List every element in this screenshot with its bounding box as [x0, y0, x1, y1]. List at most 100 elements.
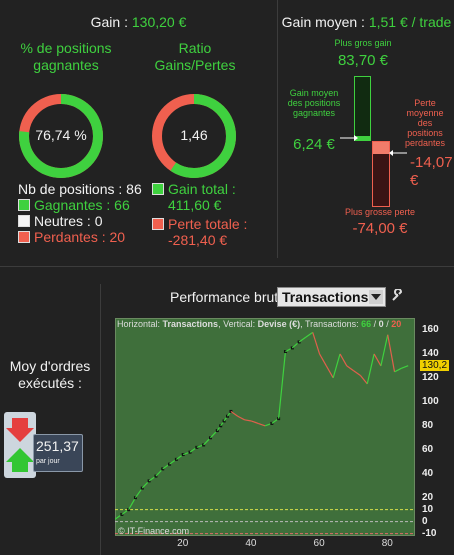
series-segment	[230, 410, 239, 417]
orders-value-card: 251,37 par jour	[33, 434, 83, 472]
loss-bar	[372, 141, 390, 207]
series-segment	[319, 353, 327, 367]
gagnantes-label: Gagnantes : 66	[34, 197, 130, 213]
gagnantes-row: Gagnantes : 66	[18, 197, 130, 213]
series-segment	[237, 415, 245, 421]
loss-pointer-arrow	[389, 150, 407, 156]
orders-value: 251,37	[36, 438, 79, 454]
gain-pointer-arrow	[340, 135, 358, 141]
y-tick-label: 100	[422, 395, 439, 407]
series-segment	[346, 365, 354, 372]
series-segment	[278, 351, 287, 419]
gain-header: Gain : 130,20 €	[0, 14, 277, 30]
neutres-row: Neutres : 0	[18, 213, 102, 229]
ratio-donut	[152, 94, 236, 178]
orders-card-back	[4, 412, 36, 478]
legend-t-win: 66	[361, 319, 372, 329]
gain-moyen-header: Gain moyen : 1,51 € / trade	[279, 14, 454, 30]
chart-legend: Horizontal: Transactions, Vertical: Devi…	[117, 319, 401, 329]
pct-donut-win-arc	[19, 94, 103, 178]
legend-h-value: Transactions	[162, 319, 219, 329]
chart-watermark: © IT-Finance.com	[118, 526, 190, 536]
series-segment	[401, 365, 409, 369]
ratio-value: 1,46	[180, 127, 208, 143]
x-tick-label: 60	[313, 538, 325, 549]
series-segment	[134, 487, 143, 499]
series-segment	[366, 353, 375, 385]
y-tick-label: 80	[422, 419, 434, 431]
series-segment	[332, 353, 341, 379]
series-segment	[298, 336, 307, 343]
data-point	[154, 474, 158, 478]
gain-total: Gain total : 411,60 €	[152, 181, 236, 213]
series-segment	[325, 365, 334, 379]
data-point	[277, 417, 281, 421]
perte-totale-value: -281,40 €	[168, 232, 228, 248]
data-point	[215, 429, 219, 433]
y-tick-label: 140	[422, 347, 439, 359]
neutres-label: Neutres : 0	[34, 213, 103, 229]
data-point	[120, 512, 124, 516]
series-segment	[251, 420, 259, 424]
perte-moyenne-label: Perte moyenne des positions perdantes	[404, 98, 446, 148]
perte-totale-swatch	[152, 218, 164, 230]
legend-t-label: , Transactions:	[300, 319, 362, 329]
gain-total-value: 411,60 €	[168, 197, 222, 213]
perdantes-row: Perdantes : 20	[18, 229, 125, 245]
plus-gros-gain-value: 83,70 €	[337, 52, 389, 69]
data-point	[195, 445, 199, 449]
gain-avg-marker	[355, 136, 370, 140]
series-segment	[373, 353, 382, 367]
ratio-title: Ratio Gains/Pertes	[154, 40, 236, 73]
moy-ordres-label: Moy d'ordres exécutés :	[9, 358, 91, 391]
pct-title: % de positions gagnantes	[20, 40, 112, 73]
y-tick-label: 160	[422, 323, 439, 335]
legend-t-sep2: /	[383, 319, 392, 329]
series-segment	[359, 375, 368, 385]
ratio-donut-win-arc	[152, 94, 236, 178]
transactions-select-value: Transactions	[282, 289, 369, 305]
win-swatch	[18, 199, 30, 211]
gain-moyen-positions-label: Gain moyen des positions gagnantes	[287, 88, 341, 118]
plus-grosse-perte-value: -74,00 €	[352, 220, 408, 237]
orders-arrows-icon	[6, 418, 34, 472]
plus-grosse-perte-label: Plus grosse perte	[344, 207, 416, 217]
wrench-icon[interactable]	[390, 289, 404, 303]
nb-positions: Nb de positions : 86	[18, 181, 142, 197]
y-tick-label: 20	[422, 491, 434, 503]
series-segment	[305, 331, 314, 338]
legend-t-sep1: /	[371, 319, 379, 329]
current-value-label: 130,2	[420, 360, 450, 371]
series-segment	[387, 334, 396, 373]
gain-moyen-value: 1,51 € / trade	[368, 14, 452, 30]
chevron-down-icon[interactable]	[369, 290, 383, 304]
series-segment	[394, 367, 402, 373]
x-tick-label: 80	[381, 538, 393, 549]
y-tick-label: 0	[422, 515, 428, 527]
perte-moyenne-value: -14,07 €	[410, 154, 453, 189]
data-point	[226, 414, 229, 418]
chart-area[interactable]	[115, 318, 415, 536]
loss-swatch	[18, 231, 30, 243]
legend-t-neutral: 0	[378, 319, 384, 329]
chart-title: Performance brute	[170, 289, 286, 305]
section-divider	[0, 266, 454, 267]
data-point	[290, 346, 294, 350]
pct-value: 76,74 %	[35, 127, 87, 143]
orders-unit: par jour	[36, 458, 60, 465]
y-tick-label: 40	[422, 467, 434, 479]
perte-totale-label: Perte totale :	[168, 216, 248, 232]
pct-donut	[19, 94, 103, 178]
gain-moyen-positions-value: 6,24 €	[293, 136, 335, 153]
x-tick-label: 40	[245, 538, 257, 549]
series-segment	[244, 419, 252, 422]
legend-t-loss: 20	[391, 319, 402, 329]
legend-v-value: Devise (€)	[257, 319, 301, 329]
gain-bar	[354, 76, 371, 141]
y-tick-label: -10	[422, 527, 437, 539]
series-segment	[257, 422, 266, 427]
y-tick-label: 60	[422, 443, 434, 455]
gain-label: Gain :	[90, 14, 132, 30]
transactions-select[interactable]: Transactions	[277, 287, 386, 307]
perte-totale: Perte totale : -281,40 €	[152, 216, 247, 248]
